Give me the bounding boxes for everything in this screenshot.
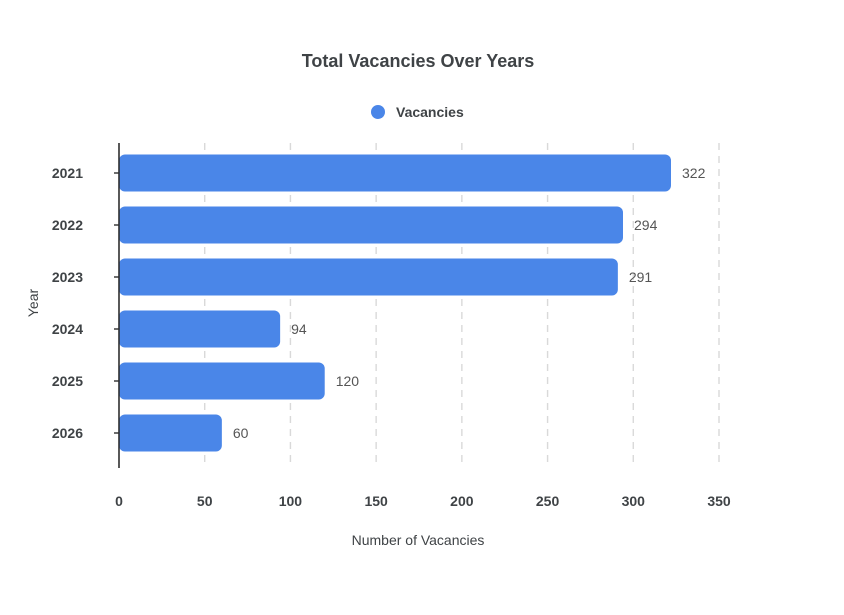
y-tick-label: 2024 xyxy=(52,321,83,337)
data-label: 322 xyxy=(682,165,706,181)
bars xyxy=(119,154,671,452)
data-label: 294 xyxy=(634,217,658,233)
data-labels: 322 294 291 94 120 60 xyxy=(233,165,706,441)
x-tick-label: 100 xyxy=(279,493,303,509)
legend-label: Vacancies xyxy=(396,104,464,120)
x-tick-label: 200 xyxy=(450,493,474,509)
data-label: 291 xyxy=(629,269,653,285)
legend-marker xyxy=(371,105,385,119)
x-tick-label: 350 xyxy=(707,493,731,509)
legend: Vacancies xyxy=(371,104,464,120)
bar-2024 xyxy=(119,310,281,348)
chart-title: Total Vacancies Over Years xyxy=(302,51,535,71)
y-tick-label: 2026 xyxy=(52,425,83,441)
grid-lines xyxy=(204,143,720,468)
bar-2026 xyxy=(119,414,222,452)
x-tick-label: 50 xyxy=(197,493,213,509)
y-tick-label: 2023 xyxy=(52,269,83,285)
bar-2025 xyxy=(119,362,325,400)
y-tick-label: 2022 xyxy=(52,217,83,233)
x-axis-title: Number of Vacancies xyxy=(352,532,485,548)
data-label: 120 xyxy=(336,373,360,389)
bar-2021 xyxy=(119,154,671,192)
x-tick-label: 300 xyxy=(622,493,646,509)
y-axis-title: Year xyxy=(25,289,41,318)
x-tick-label: 250 xyxy=(536,493,560,509)
y-tick-label: 2021 xyxy=(52,165,83,181)
x-tick-label: 150 xyxy=(364,493,388,509)
y-tick-label: 2025 xyxy=(52,373,83,389)
bar-2023 xyxy=(119,258,618,296)
data-label: 94 xyxy=(291,321,307,337)
x-tick-label: 0 xyxy=(115,493,123,509)
bar-2022 xyxy=(119,206,623,244)
x-tick-labels: 0 50 100 150 200 250 300 350 xyxy=(115,493,731,509)
axes xyxy=(114,143,120,468)
data-label: 60 xyxy=(233,425,249,441)
y-tick-labels: 2021 2022 2023 2024 2025 2026 xyxy=(52,165,83,441)
